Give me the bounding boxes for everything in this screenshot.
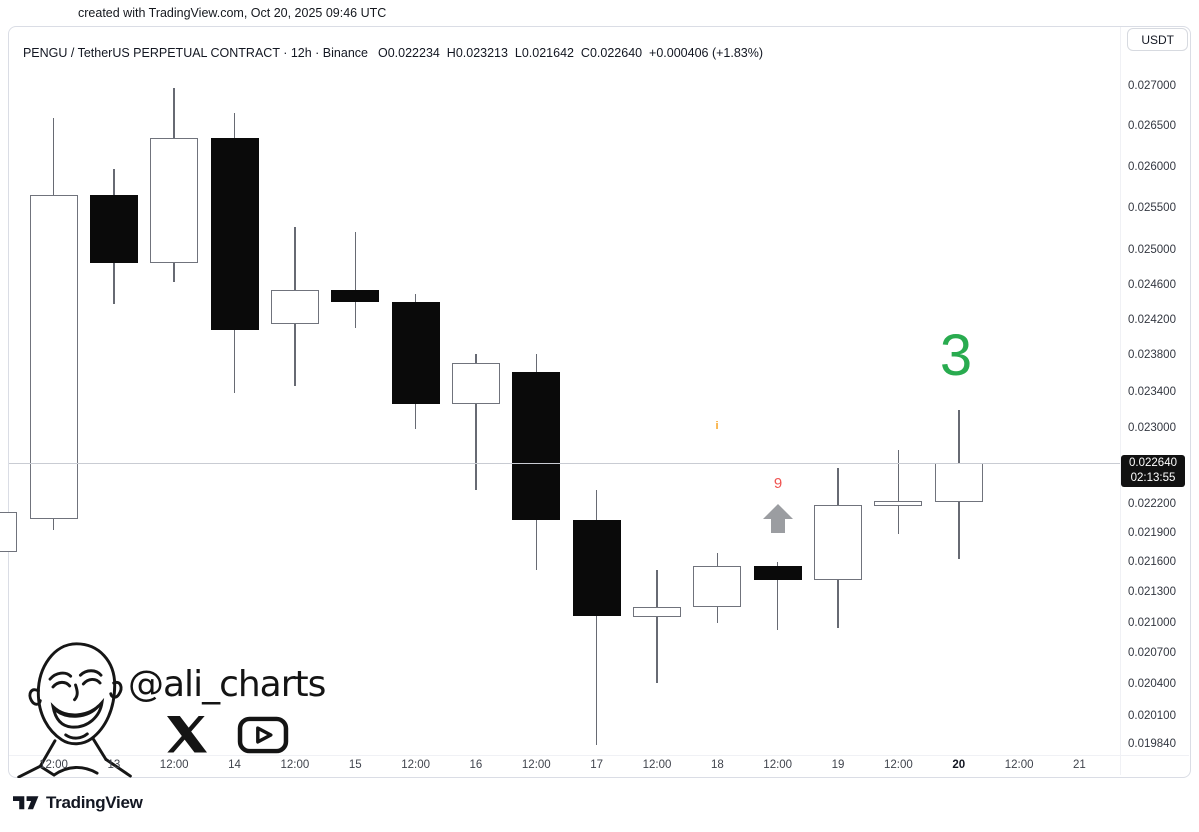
ali-charts-avatar bbox=[8, 636, 146, 783]
x-axis-label: 12:00 bbox=[642, 759, 672, 771]
current-price-line bbox=[9, 463, 1120, 464]
x-axis-label: 12:00 bbox=[521, 759, 551, 771]
current-price-label: 0.022640 02:13:55 bbox=[1121, 455, 1185, 487]
x-axis-label: 13 bbox=[107, 759, 121, 771]
tradingview-brand-text: TradingView bbox=[46, 793, 143, 812]
x-axis-label: 15 bbox=[348, 759, 362, 771]
x-axis-label: 12:00 bbox=[39, 759, 68, 771]
y-axis-label: 0.027000 bbox=[1128, 80, 1176, 92]
x-axis-label: 12:00 bbox=[280, 759, 310, 771]
y-axis-label: 0.021000 bbox=[1128, 616, 1176, 629]
y-axis-label: 0.024200 bbox=[1128, 313, 1176, 326]
candle-body bbox=[512, 371, 561, 521]
y-axis-label: 0.025500 bbox=[1128, 202, 1176, 215]
indicator-9-count-label: 9 bbox=[773, 475, 783, 492]
y-axis-label: 0.020100 bbox=[1128, 710, 1176, 723]
y-axis-label: 0.023000 bbox=[1128, 422, 1176, 435]
candle-body bbox=[753, 566, 802, 581]
candle-body bbox=[331, 290, 380, 303]
x-axis-label: 20 bbox=[952, 759, 966, 771]
y-axis-label: 0.026500 bbox=[1128, 119, 1176, 132]
current-price-value: 0.022640 bbox=[1129, 457, 1177, 469]
x-axis-label: 18 bbox=[710, 759, 724, 771]
candle-body bbox=[270, 290, 319, 325]
x-axis-label: 17 bbox=[590, 759, 604, 771]
y-axis-label: 0.023800 bbox=[1128, 349, 1176, 362]
buy-signal-arrow-icon bbox=[763, 504, 793, 538]
candle-wick bbox=[354, 231, 356, 328]
candle-body bbox=[89, 194, 138, 264]
y-axis-label: 0.024600 bbox=[1128, 278, 1176, 291]
ohlc-values: O0.022234 H0.023213 L0.021642 C0.022640 … bbox=[377, 46, 764, 60]
symbol-title[interactable]: PENGU / TetherUS PERPETUAL CONTRACT · 12… bbox=[22, 46, 368, 60]
x-axis-label: 14 bbox=[228, 759, 241, 771]
candle-body bbox=[29, 194, 78, 520]
candle-wick bbox=[897, 449, 900, 534]
idea-marker-icon[interactable]: i bbox=[715, 420, 719, 432]
elliott-wave-3-label: 3 bbox=[939, 323, 973, 388]
x-axis-label: 19 bbox=[831, 759, 845, 771]
candle-body bbox=[572, 520, 621, 617]
candle-wick bbox=[595, 489, 598, 745]
x-axis-label: 12:00 bbox=[763, 759, 793, 771]
candle-body bbox=[210, 138, 259, 330]
y-axis-label: 0.020700 bbox=[1128, 647, 1176, 660]
candle-body bbox=[633, 607, 681, 618]
price-axis-separator bbox=[1120, 27, 1121, 775]
y-axis-label: 0.019840 bbox=[1128, 737, 1176, 750]
time-axis-separator bbox=[9, 755, 1189, 756]
candle-body bbox=[814, 504, 863, 581]
x-axis-label: 21 bbox=[1073, 759, 1086, 771]
candle-wick bbox=[656, 570, 658, 684]
candle-body bbox=[150, 138, 199, 264]
candle-body bbox=[0, 511, 18, 552]
y-axis-label: 0.021900 bbox=[1128, 526, 1176, 539]
bar-countdown: 02:13:55 bbox=[1130, 472, 1176, 484]
candle-body bbox=[451, 362, 500, 405]
y-axis-label: 0.021300 bbox=[1128, 586, 1176, 599]
created-with-caption: created with TradingView.com, Oct 20, 20… bbox=[78, 6, 387, 20]
y-axis-label: 0.021600 bbox=[1128, 556, 1176, 569]
tradingview-mark-icon bbox=[13, 796, 39, 810]
candle-wick bbox=[475, 353, 477, 490]
x-twitter-icon bbox=[166, 714, 208, 759]
candle-wick bbox=[776, 562, 779, 630]
candle-body bbox=[874, 501, 923, 506]
y-axis-label: 0.026000 bbox=[1128, 160, 1176, 173]
x-axis-label: 12:00 bbox=[401, 759, 430, 771]
y-axis-label: 0.023400 bbox=[1128, 385, 1176, 398]
youtube-icon bbox=[236, 716, 290, 759]
currency-toggle-button[interactable]: USDT bbox=[1127, 28, 1188, 51]
y-axis-label: 0.025000 bbox=[1128, 244, 1176, 257]
tradingview-logo[interactable]: TradingView bbox=[13, 793, 143, 813]
symbol-header: PENGU / TetherUS PERPETUAL CONTRACT · 12… bbox=[16, 32, 763, 60]
x-axis-label: 16 bbox=[469, 759, 483, 771]
y-axis-label: 0.022200 bbox=[1128, 497, 1176, 510]
x-axis-label: 12:00 bbox=[159, 759, 189, 771]
candle-body bbox=[934, 463, 983, 502]
y-axis-label: 0.020400 bbox=[1128, 678, 1176, 691]
x-axis-label: 12:00 bbox=[1004, 759, 1034, 771]
candle-body bbox=[391, 302, 440, 405]
x-axis-label: 12:00 bbox=[884, 759, 913, 771]
ali-charts-handle: @ali_charts bbox=[128, 664, 326, 705]
candle-body bbox=[693, 566, 742, 608]
